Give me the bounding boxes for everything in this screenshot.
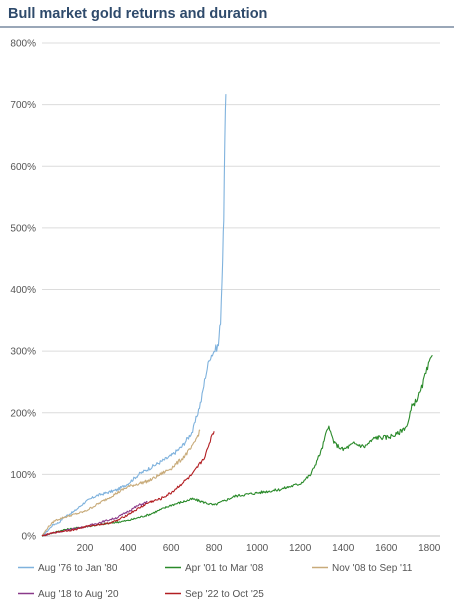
y-tick-label: 100% <box>10 470 36 481</box>
legend-label: Aug '18 to Aug '20 <box>38 589 119 600</box>
chart-title: Bull market gold returns and duration <box>8 6 268 22</box>
legend-label: Aug '76 to Jan '80 <box>38 563 118 574</box>
legend-label: Nov '08 to Sep '11 <box>332 563 413 574</box>
series-line <box>41 94 227 537</box>
x-tick-label: 1200 <box>289 543 312 554</box>
x-tick-label: 1000 <box>246 543 269 554</box>
y-tick-label: 600% <box>10 162 36 173</box>
series-line <box>41 431 215 537</box>
x-tick-label: 1600 <box>375 543 398 554</box>
series-line <box>41 354 433 537</box>
y-tick-label: 300% <box>10 347 36 358</box>
x-tick-label: 400 <box>120 543 137 554</box>
x-tick-label: 200 <box>77 543 94 554</box>
title-divider <box>0 26 454 28</box>
y-tick-label: 500% <box>10 223 36 234</box>
x-tick-label: 1400 <box>332 543 355 554</box>
x-tick-label: 600 <box>163 543 180 554</box>
x-tick-label: 1800 <box>418 543 441 554</box>
legend-label: Apr '01 to Mar '08 <box>185 563 264 574</box>
y-tick-label: 400% <box>10 285 36 296</box>
x-tick-label: 800 <box>206 543 223 554</box>
y-tick-label: 0% <box>22 532 37 543</box>
legend-label: Sep '22 to Oct '25 <box>185 589 264 600</box>
y-tick-label: 200% <box>10 408 36 419</box>
series-line <box>41 429 201 537</box>
y-tick-label: 800% <box>10 39 36 50</box>
y-tick-label: 700% <box>10 100 36 111</box>
